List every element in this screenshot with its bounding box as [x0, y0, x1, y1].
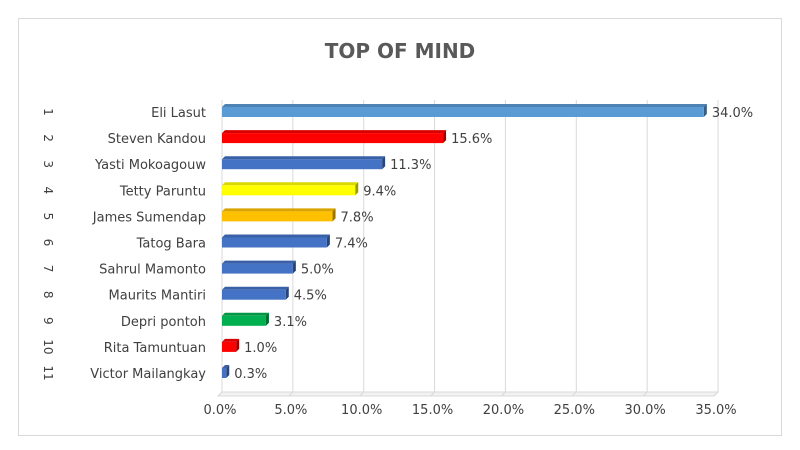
rank-label: 1 — [41, 108, 55, 116]
bar-top-face — [222, 182, 359, 186]
bar-top-face — [222, 286, 289, 290]
bar — [222, 159, 383, 170]
rank-label: 6 — [41, 239, 55, 247]
rank-label: 10 — [41, 339, 55, 354]
data-label: 3.1% — [274, 315, 307, 330]
bar — [222, 315, 266, 326]
data-label: 0.3% — [234, 367, 267, 382]
bar — [222, 237, 327, 248]
bar — [222, 133, 444, 144]
rank-label: 2 — [41, 134, 55, 142]
gridline-x-depth — [713, 391, 719, 397]
data-label: 5.0% — [301, 263, 334, 278]
x-tick-label: 0.0% — [203, 403, 236, 418]
x-tick-label: 10.0% — [341, 403, 382, 418]
bar-top-face — [222, 365, 230, 368]
bar-end-face — [265, 312, 269, 326]
rank-label: 7 — [41, 265, 55, 273]
gridline-x-depth — [430, 391, 435, 397]
bar — [222, 263, 293, 274]
bar — [222, 185, 356, 196]
gridline-x-depth — [571, 391, 577, 397]
gridlines — [216, 100, 720, 397]
x-tick-label: 15.0% — [412, 403, 453, 418]
category-label: James Sumendap — [92, 210, 206, 225]
bar-end-face — [332, 208, 336, 222]
x-tick-label: 25.0% — [554, 403, 595, 418]
category-label: Rita Tamuntuan — [104, 341, 206, 356]
data-label: 11.3% — [390, 158, 431, 173]
bar-top-face — [222, 156, 386, 160]
data-label: 1.0% — [244, 341, 277, 356]
category-label: Yasti Mokoagouw — [94, 158, 206, 173]
category-label: Eli Lasut — [151, 106, 206, 121]
category-label: Victor Mailangkay — [90, 367, 206, 382]
gridline-x-depth — [288, 391, 294, 397]
category-label: Steven Kandou — [108, 132, 206, 147]
data-label: 9.4% — [363, 184, 396, 199]
bar-top-face — [222, 234, 330, 238]
x-tick-label: 20.0% — [483, 403, 524, 418]
x-tick-label: 35.0% — [695, 403, 736, 418]
gridline-x-depth — [217, 391, 223, 397]
bar — [222, 341, 237, 352]
rank-label: 8 — [41, 291, 55, 299]
bar-top-face — [222, 208, 336, 212]
rank-label: 3 — [41, 160, 55, 168]
bar-top-face — [222, 260, 296, 264]
x-tick-label: 30.0% — [624, 403, 665, 418]
chart-frame — [18, 18, 782, 436]
bar-end-face — [285, 286, 289, 300]
bar-end-face — [443, 130, 447, 144]
category-label: Maurits Mantiri — [109, 289, 206, 304]
labels: 0.0% 5.0% 10.0% 15.0% 20.0% 25.0% 30.0% 35.0%El… — [41, 106, 753, 418]
chart-title: TOP OF MIND — [325, 39, 476, 63]
bar-end-face — [703, 104, 707, 117]
gridline-x-depth — [642, 391, 648, 397]
chart-floor — [216, 391, 720, 397]
bars — [222, 104, 707, 378]
bar-end-face — [326, 234, 330, 248]
data-label: 7.8% — [341, 210, 374, 225]
bar-end-face — [355, 182, 359, 196]
bar-top-face — [222, 338, 240, 342]
bar — [222, 368, 227, 378]
bar-end-face — [292, 260, 296, 274]
rank-label: 5 — [41, 213, 55, 221]
data-label: 34.0% — [712, 106, 753, 121]
gridline-x-depth — [359, 391, 365, 397]
bar — [222, 289, 286, 300]
category-label: Depri pontoh — [121, 315, 206, 330]
x-tick-label: 5.0% — [274, 403, 307, 418]
data-label: 15.6% — [451, 132, 492, 147]
bar-top-face — [222, 104, 707, 107]
data-label: 7.4% — [335, 237, 368, 252]
data-label: 4.5% — [294, 289, 327, 304]
category-label: Tatog Bara — [136, 237, 206, 252]
bar-end-face — [226, 365, 230, 378]
rank-label: 9 — [41, 317, 55, 325]
rank-label: 11 — [41, 365, 55, 380]
bar-top-face — [222, 130, 447, 134]
bar-end-face — [236, 338, 240, 352]
bar-top-face — [222, 312, 269, 316]
bar — [222, 211, 333, 222]
category-label: Tetty Paruntu — [119, 184, 206, 199]
category-label: Sahrul Mamonto — [99, 263, 206, 278]
gridline-x-depth — [501, 391, 506, 397]
bar-end-face — [382, 156, 386, 170]
rank-label: 4 — [41, 186, 55, 194]
bar — [222, 107, 704, 117]
